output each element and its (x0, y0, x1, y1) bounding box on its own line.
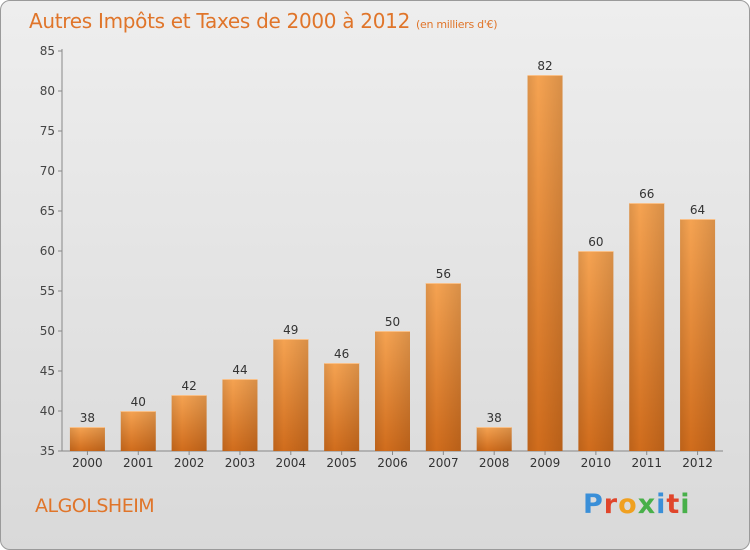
value-label: 38 (80, 411, 95, 425)
logo-letter: o (618, 489, 638, 520)
bar-shade-2003 (222, 379, 258, 451)
y-tick-label: 60 (40, 244, 55, 258)
chart-unit: (en milliers d'€) (416, 18, 498, 31)
value-label: 82 (537, 59, 552, 73)
proxiti-logo: Proxiti (583, 489, 691, 520)
logo-letter: t (666, 489, 681, 520)
logo-letter: x (637, 489, 657, 520)
y-tick-label: 80 (40, 84, 55, 98)
value-label: 38 (487, 411, 502, 425)
bar-shade-2010 (578, 251, 614, 451)
x-tick-label: 2010 (581, 456, 612, 470)
x-tick-label: 2012 (682, 456, 713, 470)
value-label: 64 (690, 203, 705, 217)
value-label: 40 (131, 395, 146, 409)
y-tick-label: 45 (40, 364, 55, 378)
value-label: 46 (334, 347, 349, 361)
x-tick-label: 2008 (479, 456, 510, 470)
bar-shade-2007 (425, 283, 461, 451)
axes: 35 40 45 50 55 60 65 70 75 80 85 2000 2001 2002 2003 20… (40, 44, 723, 470)
value-label: 42 (181, 379, 196, 393)
bar-shade-2000 (69, 427, 105, 451)
chart-title-text: Autres Impôts et Taxes de 2000 à 2012 (29, 9, 410, 33)
bar-shade-2002 (171, 395, 207, 451)
y-tick-label: 85 (40, 44, 55, 58)
y-tick-label: 35 (40, 444, 55, 458)
logo-letter: i (680, 489, 691, 520)
bar-shade-2009 (527, 75, 563, 451)
x-tick-label: 2007 (428, 456, 459, 470)
value-label: 49 (283, 323, 298, 337)
y-tick-label: 70 (40, 164, 55, 178)
x-tick-label: 2009 (530, 456, 561, 470)
x-tick-label: 2002 (174, 456, 205, 470)
y-tick-label: 50 (40, 324, 55, 338)
y-tick-label: 40 (40, 404, 55, 418)
bar-shade-2005 (324, 363, 360, 451)
logo-letter: r (603, 489, 619, 520)
value-label: 44 (232, 363, 247, 377)
x-tick-label: 2005 (326, 456, 357, 470)
y-tick-label: 75 (40, 124, 55, 138)
bar-shade-2011 (629, 203, 665, 451)
y-tick-label: 55 (40, 284, 55, 298)
bar-shade-2008 (476, 427, 512, 451)
bar-shade-2001 (120, 411, 156, 451)
x-tick-label: 2001 (123, 456, 154, 470)
value-label: 56 (436, 267, 451, 281)
logo-letter: P (583, 489, 604, 520)
chart-title: Autres Impôts et Taxes de 2000 à 2012 (en… (29, 9, 497, 33)
value-labels: 38 40 42 44 49 46 50 56 38 82 60 66 64 (80, 59, 705, 425)
bars (69, 75, 716, 451)
value-label: 50 (385, 315, 400, 329)
x-tick-label: 2004 (276, 456, 307, 470)
commune-name: ALGOLSHEIM (35, 495, 155, 517)
x-tick-label: 2000 (72, 456, 103, 470)
logo-letter: i (656, 489, 667, 520)
bar-shade-2006 (375, 331, 410, 451)
y-tick-label: 65 (40, 204, 55, 218)
value-label: 60 (588, 235, 603, 249)
x-tick-label: 2006 (377, 456, 408, 470)
x-tick-label: 2011 (631, 456, 662, 470)
value-label: 66 (639, 187, 654, 201)
x-tick-label: 2003 (225, 456, 256, 470)
bar-shade-2004 (273, 339, 309, 451)
bar-shade-2012 (680, 219, 716, 451)
